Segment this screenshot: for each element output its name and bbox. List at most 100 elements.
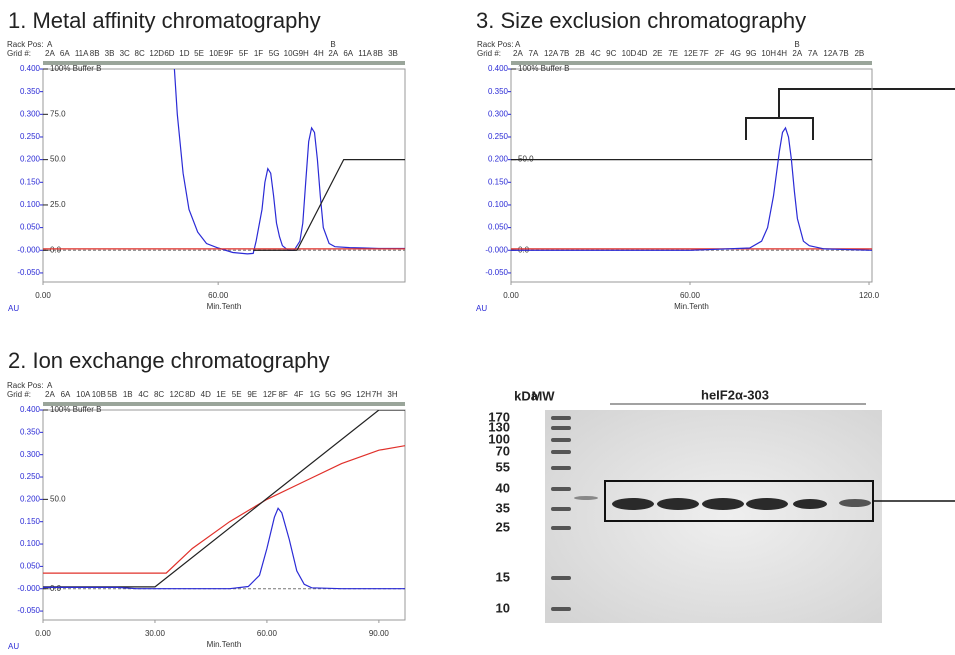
x-tick-label: 90.00	[369, 629, 390, 638]
marker-label: 35	[496, 500, 510, 515]
fraction-label: 7A	[529, 49, 539, 58]
sample-label: heIF2α-303	[701, 387, 769, 402]
y-unit-label: AU	[8, 642, 19, 651]
fraction-label: 2F	[715, 49, 724, 58]
x-tick-label: 60.00	[257, 629, 278, 638]
fraction-label: 12A	[544, 49, 559, 58]
x-tick-label: 0.00	[35, 291, 51, 300]
trace	[43, 445, 405, 574]
x-tick-label: 60.00	[680, 291, 701, 300]
y-tick-label: 0.250	[20, 132, 41, 141]
rack-marker: A	[515, 40, 521, 49]
fraction-label: 4H	[777, 49, 787, 58]
fraction-label: 6D	[164, 49, 174, 58]
marker-label: 10	[496, 600, 510, 615]
fraction-label: 3C	[120, 49, 130, 58]
y-tick-label: 0.050	[20, 223, 41, 232]
fraction-label: 9F	[224, 49, 233, 58]
y-tick-label: 0.350	[488, 87, 509, 96]
fraction-label: 1B	[123, 390, 133, 399]
fraction-label: 2A	[328, 49, 338, 58]
fraction-label: 10D	[622, 49, 637, 58]
fraction-label: 10B	[92, 390, 106, 399]
y-tick-label: 0.150	[488, 177, 509, 186]
fraction-label: 9G	[746, 49, 757, 58]
unit-label: kDa	[514, 388, 539, 403]
y-tick-label: 0.400	[20, 405, 41, 414]
marker-label: 70	[496, 443, 510, 458]
fraction-label: 12A	[823, 49, 838, 58]
y-tick-label: 0.200	[488, 155, 509, 164]
y-tick-label: 0.150	[20, 517, 41, 526]
x-tick-label: 120.0	[859, 291, 880, 300]
rack-label: Rack Pos:	[7, 40, 43, 49]
fraction-label: 12H	[356, 390, 371, 399]
ladder-band	[551, 466, 571, 470]
y-tick-label: -0.050	[485, 268, 508, 277]
fraction-label: 4G	[730, 49, 741, 58]
peak-bracket	[745, 88, 955, 140]
fraction-label: 2E	[653, 49, 663, 58]
fraction-label: 1E	[216, 390, 226, 399]
trace	[43, 507, 405, 590]
fraction-label: 5G	[325, 390, 336, 399]
ladder-band	[551, 487, 571, 491]
trace	[511, 126, 872, 251]
fraction-label: 5F	[239, 49, 248, 58]
y-tick-label: 0.350	[20, 427, 41, 436]
fraction-label: 4H	[314, 49, 324, 58]
fraction-label: 9C	[606, 49, 616, 58]
rack-marker: B	[330, 40, 335, 49]
fraction-label: 1D	[179, 49, 189, 58]
ladder-band	[551, 438, 571, 442]
y-tick-label: -0.050	[17, 606, 40, 615]
fraction-label: 11A	[75, 49, 89, 58]
fraction-label: 12C	[170, 390, 185, 399]
fraction-label: 12D	[149, 49, 164, 58]
fraction-label: 2A	[45, 49, 55, 58]
x-axis-label: Min.Tenth	[207, 640, 242, 649]
fraction-label: 2A	[513, 49, 523, 58]
fraction-label: 7B	[560, 49, 570, 58]
plot-frame	[42, 68, 406, 283]
fraction-label: 10A	[76, 390, 91, 399]
sample-bands	[574, 496, 871, 510]
y-tick-label: -0.000	[485, 245, 508, 254]
grid-label: Grid #:	[7, 49, 31, 58]
trace	[253, 159, 405, 251]
fraction-label: 7F	[699, 49, 708, 58]
marker-label: 170	[488, 409, 510, 424]
fraction-label: 8F	[278, 390, 287, 399]
fraction-label: 4F	[294, 390, 303, 399]
y-tick-label: 0.100	[20, 539, 41, 548]
panel-title: 3. Size exclusion chromatography	[476, 8, 806, 33]
ladder-label: MW	[531, 388, 555, 403]
fraction-label: 4C	[591, 49, 601, 58]
rack-marker: A	[47, 40, 53, 49]
fraction-label: 7H	[372, 390, 382, 399]
fraction-label: 5E	[232, 390, 242, 399]
fraction-label: 10G	[284, 49, 299, 58]
fraction-bar	[43, 61, 405, 65]
fraction-label: 8C	[154, 390, 164, 399]
y-unit-label: AU	[8, 304, 19, 313]
y2-tick-label: 100% Buffer B	[50, 64, 101, 73]
fraction-label: 6A	[343, 49, 353, 58]
y-tick-label: 0.250	[488, 132, 509, 141]
fraction-label: 9G	[341, 390, 352, 399]
ladder-band	[551, 426, 571, 430]
fraction-label: 3B	[388, 49, 398, 58]
y-tick-label: 0.250	[20, 472, 41, 481]
fraction-label: 7B	[839, 49, 849, 58]
x-tick-label: 0.00	[503, 291, 519, 300]
y-tick-label: 0.400	[20, 64, 41, 73]
chromatogram: 2. Ion exchange chromatography Rack Pos:G…	[7, 348, 406, 651]
x-axis-label: Min.Tenth	[207, 302, 242, 311]
marker-label: 40	[496, 480, 510, 495]
y-tick-label: 0.050	[488, 223, 509, 232]
y-tick-label: 0.300	[20, 450, 41, 459]
fraction-label: 2B	[854, 49, 864, 58]
fraction-label: 4D	[637, 49, 647, 58]
fraction-bar	[43, 402, 405, 406]
